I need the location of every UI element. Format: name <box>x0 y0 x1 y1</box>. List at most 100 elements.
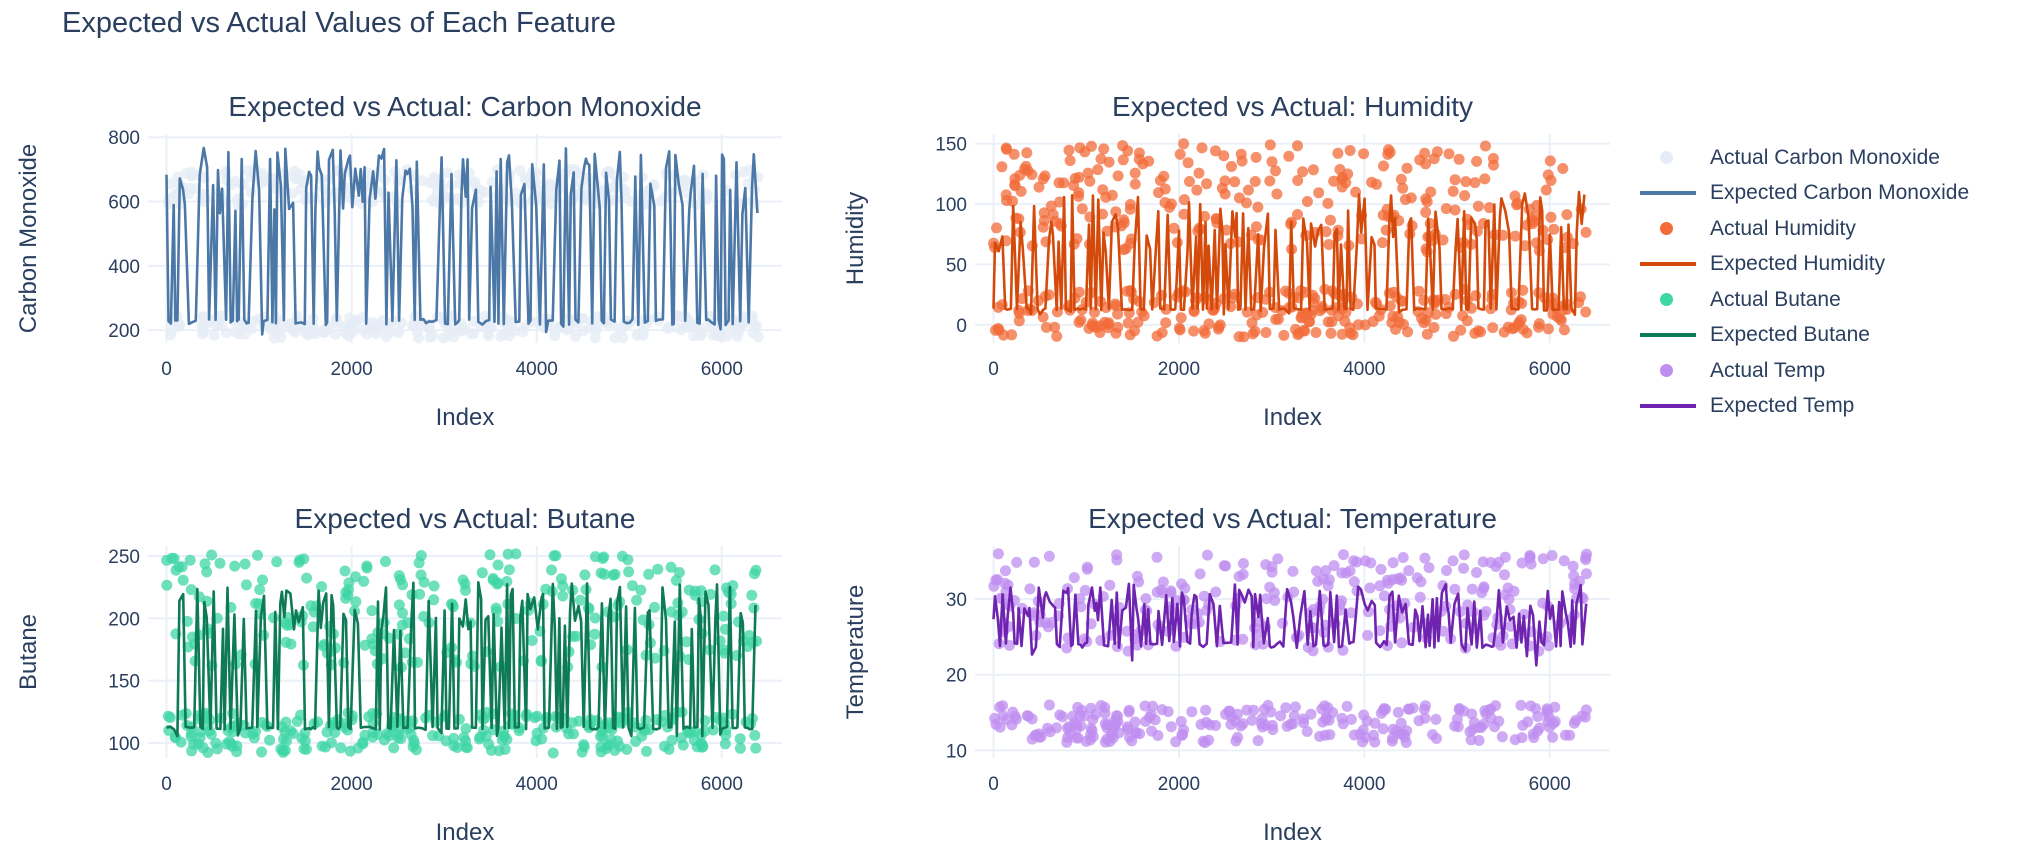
data-point <box>1266 156 1278 168</box>
data-point <box>393 599 405 611</box>
data-point <box>1292 209 1303 220</box>
data-point <box>1288 710 1300 722</box>
legend-item[interactable]: Actual Humidity <box>1640 211 1969 247</box>
data-point <box>487 573 499 584</box>
data-point <box>1541 706 1553 718</box>
data-point <box>620 315 632 327</box>
x-tick-label: 4000 <box>516 774 558 795</box>
data-point <box>990 718 1002 730</box>
data-point <box>428 580 440 592</box>
data-point <box>1534 722 1545 734</box>
data-point <box>1472 325 1484 337</box>
data-point <box>1265 706 1277 718</box>
data-point <box>250 726 262 737</box>
data-point <box>1558 555 1570 567</box>
data-point <box>229 326 241 338</box>
data-point <box>1076 203 1088 215</box>
legend-item[interactable]: Actual Butane <box>1640 282 1969 318</box>
data-point <box>1193 167 1205 179</box>
data-point <box>476 567 488 579</box>
legend-line <box>1640 191 1696 196</box>
data-point <box>211 743 223 755</box>
data-point <box>1106 189 1118 201</box>
data-point <box>1247 328 1259 340</box>
x-tick-label: 2000 <box>330 774 372 795</box>
data-point <box>1307 164 1319 176</box>
legend-item[interactable]: Expected Butane <box>1640 318 1969 354</box>
data-point <box>1051 722 1062 734</box>
data-point <box>1418 294 1430 306</box>
data-point <box>1413 715 1425 727</box>
data-point <box>1419 552 1431 564</box>
data-point <box>378 734 390 746</box>
data-point <box>1515 699 1527 711</box>
data-point <box>1297 166 1309 178</box>
data-point <box>1384 146 1396 158</box>
data-point <box>175 736 187 748</box>
data-point <box>239 558 251 570</box>
data-point <box>598 551 610 563</box>
data-point <box>1392 706 1404 718</box>
data-point <box>1452 721 1464 733</box>
data-point <box>747 636 759 648</box>
data-point <box>1322 316 1334 328</box>
data-point <box>1132 316 1144 328</box>
data-point <box>161 554 173 566</box>
x-axis-label: Index <box>436 819 495 846</box>
data-point <box>1473 735 1485 746</box>
y-tick-label: 600 <box>108 193 140 214</box>
legend-item[interactable]: Actual Temp <box>1640 353 1969 389</box>
data-point <box>1453 153 1465 165</box>
series-expected-line <box>992 190 1586 316</box>
y-tick-label: 100 <box>108 734 140 755</box>
data-point <box>177 574 189 586</box>
data-point <box>1236 155 1248 167</box>
data-point <box>460 741 472 753</box>
data-point <box>1574 575 1585 587</box>
data-point <box>1420 206 1432 218</box>
data-point <box>193 738 204 750</box>
data-point <box>1341 700 1353 712</box>
data-point <box>397 579 409 591</box>
data-point <box>1337 171 1349 183</box>
data-point <box>1210 586 1222 598</box>
data-point <box>1320 711 1332 723</box>
data-point <box>1270 165 1281 177</box>
data-point <box>1312 575 1324 587</box>
data-point <box>466 650 478 662</box>
figure-title: Expected vs Actual Values of Each Featur… <box>62 7 616 39</box>
series-expected-line <box>166 581 757 738</box>
data-point <box>1221 224 1232 236</box>
data-point <box>1246 714 1258 726</box>
data-point <box>1240 197 1252 209</box>
y-tick-label: 150 <box>108 672 140 693</box>
data-point <box>637 325 649 337</box>
data-point <box>1580 226 1592 238</box>
data-point <box>299 727 311 739</box>
data-point <box>346 326 358 338</box>
data-point <box>1319 729 1331 741</box>
data-point <box>1280 285 1291 297</box>
y-tick-label: 800 <box>108 128 140 149</box>
data-point <box>1292 140 1303 152</box>
data-point <box>1198 590 1210 602</box>
legend-item[interactable]: Expected Temp <box>1640 389 1969 425</box>
data-point <box>1043 550 1055 562</box>
data-point <box>1063 144 1075 156</box>
data-point <box>214 557 226 569</box>
legend-item[interactable]: Expected Carbon Monoxide <box>1640 176 1969 212</box>
data-point <box>1129 167 1141 179</box>
legend-item[interactable]: Actual Carbon Monoxide <box>1640 140 1969 176</box>
subplot: 0 50 100 150 0 2000 4000 6000 Expected vs Actual… <box>842 91 1610 431</box>
data-point <box>1178 194 1190 206</box>
data-point <box>1345 327 1356 339</box>
data-point <box>1533 321 1544 333</box>
data-point <box>1364 582 1376 594</box>
data-point <box>607 569 619 581</box>
data-point <box>992 301 1004 313</box>
data-point <box>1218 150 1230 162</box>
legend-item[interactable]: Expected Humidity <box>1640 247 1969 283</box>
data-point <box>1223 705 1235 717</box>
data-point <box>568 164 580 175</box>
data-point <box>1179 582 1191 594</box>
